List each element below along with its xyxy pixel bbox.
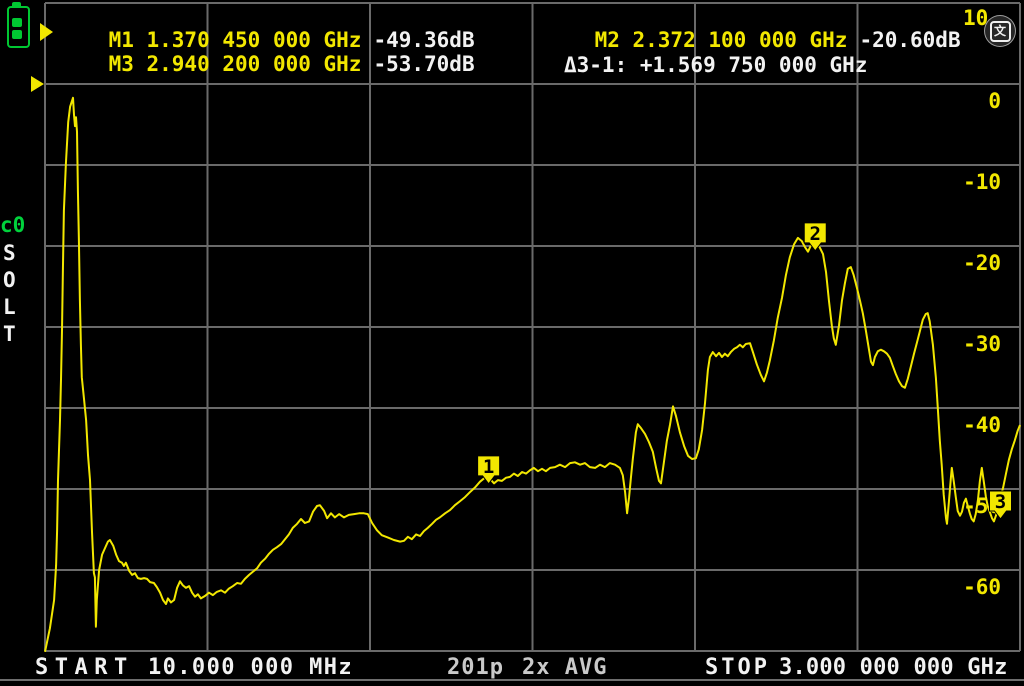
y-axis-tick-label: -30 [963, 332, 1001, 356]
cal-flag-o: O [3, 268, 16, 292]
marker-flag-number: 1 [483, 456, 494, 478]
marker-flag-number: 3 [995, 491, 1006, 513]
translate-icon: 文 [989, 20, 1011, 42]
average-indicator: 2x AVG [522, 655, 608, 680]
marker-flag [803, 222, 827, 252]
marker3-frequency: M3 2.940 200 000 GHz [108, 52, 362, 77]
sweep-points: 201p [447, 655, 504, 680]
marker3-readout: M3 2.940 200 000 GHz -53.70dB [58, 31, 475, 97]
y-axis-tick-label: 0 [988, 89, 1001, 113]
scale-per-div: 10 [963, 6, 989, 30]
page-edge-divider [0, 679, 1024, 681]
marker3-value: -53.70dB [373, 52, 475, 77]
y-axis-tick-label: -10 [963, 170, 1001, 194]
marker2-value: -20.60dB [859, 28, 961, 53]
stop-value: 3.000 000 000 GHz [779, 655, 1008, 680]
marker-flag [989, 490, 1012, 520]
trace-line [44, 96, 1021, 653]
marker1-readout: M1 1.370 450 000 GHz -49.36dB [58, 7, 475, 73]
battery-cap [12, 2, 21, 7]
marker1-value: -49.36dB [373, 28, 475, 53]
cal-flag-t: T [3, 322, 16, 346]
cal-flag-l: L [3, 295, 16, 319]
cal-slot-indicator: c0 [0, 213, 26, 237]
stop-label: STOP [705, 655, 770, 680]
marker1-frequency: M1 1.370 450 000 GHz [108, 28, 362, 53]
start-label: START [35, 655, 134, 680]
y-axis-tick-label: -40 [963, 413, 1001, 437]
marker2-readout: M2 2.372 100 000 GHz -20.60dB [544, 7, 961, 73]
translate-overlay-button[interactable]: 文 [984, 15, 1016, 47]
reference-level-arrow-icon [31, 76, 44, 92]
battery-case [7, 6, 30, 48]
marker-flag-number: 2 [810, 223, 821, 245]
battery-charge-segment [12, 18, 22, 27]
y-axis-tick-label: -60 [963, 575, 1001, 599]
start-value: 10.000 000 MHz [148, 655, 354, 680]
cal-flag-s: S [3, 241, 16, 265]
battery-icon [7, 2, 30, 48]
delta-readout: Δ3-1: +1.569 750 000 GHz [564, 53, 868, 77]
marker-flag [477, 455, 501, 485]
battery-charge-segment [12, 30, 22, 39]
active-marker-arrow-icon [40, 23, 53, 41]
marker2-frequency: M2 2.372 100 000 GHz [594, 28, 848, 53]
y-axis-tick-label: -20 [963, 251, 1001, 275]
